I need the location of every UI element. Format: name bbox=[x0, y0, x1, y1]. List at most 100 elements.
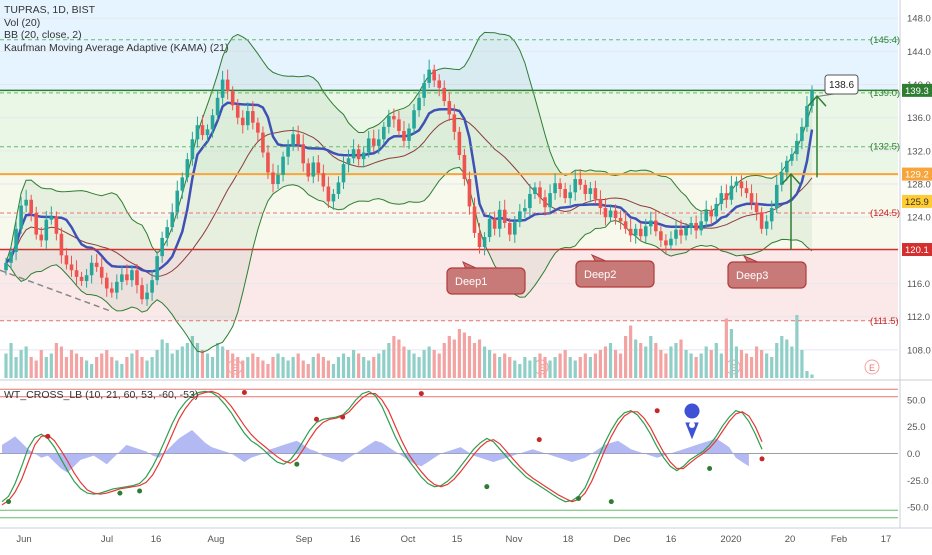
volume-bar bbox=[518, 364, 522, 378]
price-tag-bg bbox=[902, 167, 932, 181]
cross-dot bbox=[6, 499, 12, 505]
candle-body bbox=[306, 163, 311, 177]
time-axis-tick-label: 18 bbox=[563, 534, 574, 545]
candle bbox=[528, 184, 532, 217]
candle bbox=[674, 220, 678, 246]
oscillator-legend[interactable]: WT_CROSS_LB (10, 21, 60, 53, -60, -53) bbox=[4, 389, 199, 401]
candle bbox=[34, 206, 39, 240]
volume-bar bbox=[669, 346, 673, 378]
candle bbox=[558, 178, 562, 198]
candle-body bbox=[487, 218, 492, 238]
time-axis-bg bbox=[0, 528, 932, 550]
candle bbox=[643, 218, 648, 243]
price-axis-tick-label: 124.0 bbox=[907, 213, 931, 224]
volume-bar bbox=[563, 350, 567, 378]
candle bbox=[371, 129, 376, 153]
horizontal-level-label: (132.5) bbox=[870, 142, 900, 153]
symbol-legend[interactable]: TUPRAS, 1D, BIST bbox=[4, 4, 96, 16]
candle-body bbox=[44, 219, 49, 241]
volume-bar bbox=[210, 357, 215, 378]
candle-body bbox=[729, 185, 734, 200]
volume-bar bbox=[321, 357, 325, 378]
candle-body bbox=[518, 211, 522, 223]
candle-body bbox=[24, 199, 28, 206]
candle-body bbox=[291, 134, 295, 146]
candle bbox=[150, 270, 154, 301]
kama-legend[interactable]: Kaufman Moving Average Adaptive (KAMA) (… bbox=[4, 41, 229, 54]
candle bbox=[638, 222, 643, 242]
volume-bar bbox=[150, 357, 154, 378]
volume-bar bbox=[548, 360, 552, 378]
volume-bar bbox=[402, 346, 406, 378]
wt2-line bbox=[1, 390, 763, 506]
volume-bar bbox=[729, 329, 733, 378]
volume-bar bbox=[397, 339, 401, 378]
volume-bar bbox=[407, 350, 411, 378]
time-axis-tick-label: Jun bbox=[16, 534, 31, 545]
price-tag-bg bbox=[902, 83, 932, 97]
volume-bar bbox=[714, 343, 718, 378]
candle-body bbox=[543, 197, 547, 208]
price-axis-tick-label: 108.0 bbox=[907, 345, 931, 356]
candle bbox=[69, 255, 74, 277]
volume-bar bbox=[689, 353, 693, 378]
volume-bar bbox=[805, 371, 809, 378]
candle bbox=[502, 199, 507, 228]
candle-body bbox=[669, 238, 673, 246]
candle-body bbox=[356, 149, 361, 160]
candle-body bbox=[482, 237, 487, 248]
candle bbox=[306, 158, 311, 182]
volume-bar bbox=[29, 357, 33, 378]
volume-bar bbox=[457, 329, 461, 378]
candle bbox=[603, 198, 608, 226]
volume-bar bbox=[477, 339, 482, 378]
volume-bar bbox=[346, 357, 351, 378]
candle-body bbox=[200, 125, 205, 136]
candle-body bbox=[790, 154, 794, 161]
candle bbox=[482, 232, 487, 256]
volume-bar bbox=[447, 336, 451, 378]
cross-dot bbox=[45, 433, 51, 439]
volume-bar bbox=[503, 353, 507, 378]
candle-body bbox=[321, 173, 326, 187]
candle bbox=[281, 151, 285, 182]
price-tag-bg bbox=[902, 194, 932, 208]
candle-body bbox=[14, 228, 18, 252]
volume-bar bbox=[533, 357, 537, 378]
time-axis-tick-label: 17 bbox=[881, 534, 892, 545]
volume-bar bbox=[331, 364, 336, 378]
volume-bar bbox=[558, 353, 562, 378]
volume-legend[interactable]: Vol (20) bbox=[4, 16, 41, 29]
candle-body bbox=[145, 292, 149, 300]
volume-bar bbox=[341, 353, 346, 378]
candle-body bbox=[54, 216, 59, 234]
candle bbox=[472, 197, 477, 238]
volume-bar bbox=[231, 353, 235, 378]
candle-body bbox=[779, 172, 784, 185]
candle-body bbox=[502, 209, 507, 223]
candle bbox=[654, 210, 658, 237]
candle-body bbox=[709, 210, 714, 217]
volume-bar bbox=[684, 350, 688, 378]
candle-body bbox=[170, 212, 175, 228]
bollinger-legend[interactable]: BB (20, close, 2) bbox=[4, 29, 82, 41]
candle-body bbox=[19, 205, 23, 229]
candle-body bbox=[553, 183, 557, 194]
candle-body bbox=[74, 270, 79, 277]
time-axis-tick-label: Aug bbox=[208, 534, 225, 545]
candle-body bbox=[346, 158, 351, 165]
candle-body bbox=[311, 162, 316, 177]
candle bbox=[754, 193, 759, 221]
volume-bar bbox=[180, 346, 184, 378]
candle bbox=[613, 204, 618, 225]
candle-body bbox=[754, 203, 759, 213]
deep-box bbox=[575, 260, 655, 288]
candle bbox=[694, 215, 698, 239]
candle-body bbox=[9, 252, 13, 263]
candle-body bbox=[598, 198, 603, 209]
volume-bar bbox=[90, 364, 94, 378]
candle-body bbox=[29, 199, 33, 214]
horizontal-level-label: (139.0) bbox=[870, 88, 900, 99]
candle-body bbox=[246, 111, 250, 126]
